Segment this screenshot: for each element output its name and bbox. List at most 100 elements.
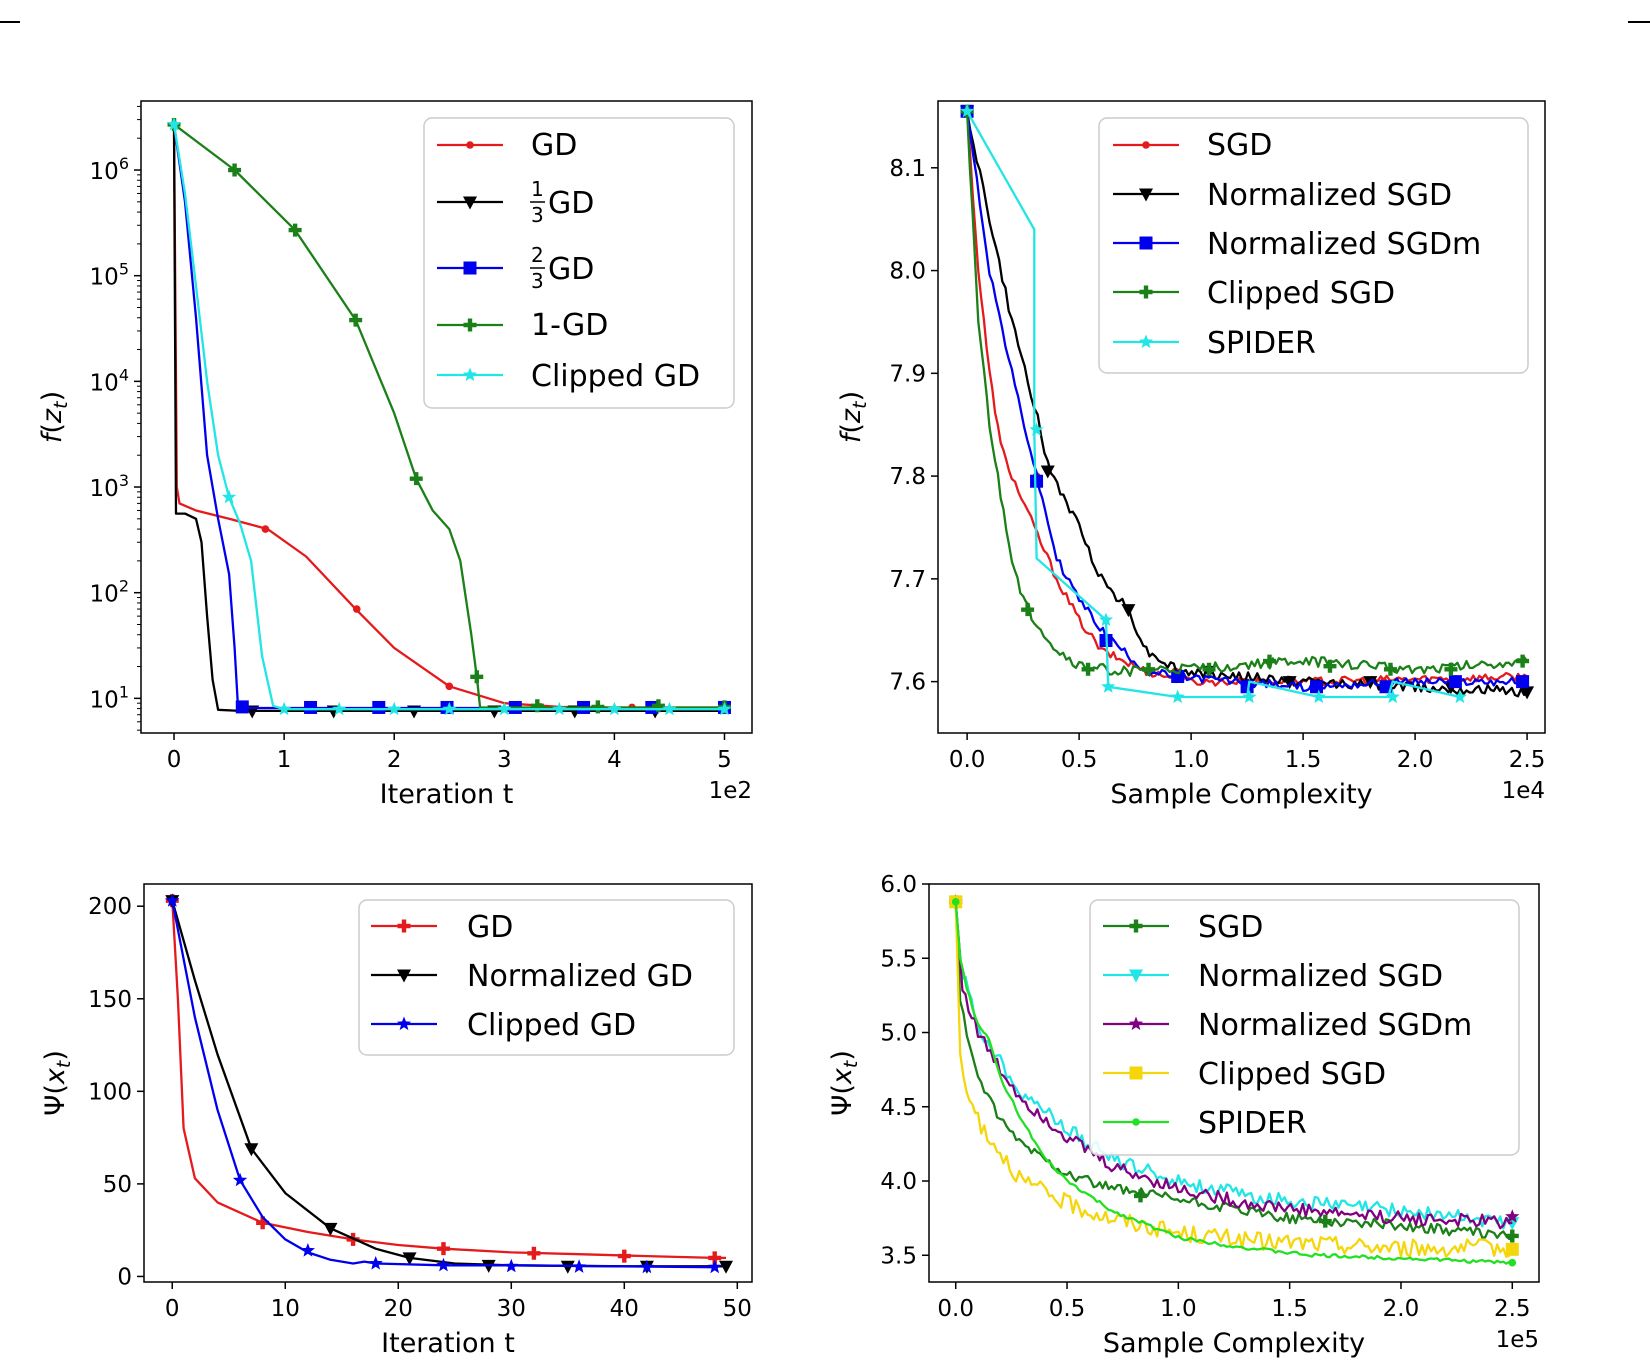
y-tick-label: 6.0	[880, 872, 917, 898]
legend-label-clipped-gd: Clipped GD	[467, 1008, 636, 1043]
series-line-gd	[172, 124, 725, 709]
legend-sample-normalized-sgd	[1103, 969, 1169, 983]
marker-sgd-1	[1133, 1189, 1147, 1203]
marker-clipped-gd-5	[442, 701, 457, 716]
y-tick-label: 150	[88, 987, 132, 1013]
marker-1-gd-3	[349, 313, 363, 327]
series-line-clipped-sgd	[954, 901, 1514, 1258]
y-tick-label: 103	[90, 471, 129, 502]
marker-clipped-gd-3	[332, 701, 347, 716]
legend-top-left: GD 1 3 GD 2 3 GD 1-GD Clipped GD	[423, 117, 735, 409]
y-tick-label: 7.7	[889, 567, 926, 593]
legend-label-spider: SPIDER	[1198, 1106, 1307, 1141]
x-tick-label: 20	[384, 1296, 413, 1322]
marker-clipped-gd-6	[572, 1259, 587, 1273]
series-line-spider	[954, 901, 1513, 1265]
x-axis-label: Sample Complexity	[1110, 779, 1372, 810]
legend-marker-1-gd	[463, 318, 477, 332]
x-tick-label: 2.0	[1397, 747, 1434, 773]
x-axis-scale-label: 1e4	[1502, 778, 1545, 804]
marker-clipped-gd-2	[277, 701, 292, 716]
x-tick-label: 10	[271, 1296, 300, 1322]
y-tick-label: 50	[103, 1172, 132, 1198]
y-tick-label: 8.0	[889, 259, 926, 285]
y-axis-label: f(zt)	[836, 391, 871, 443]
legend-label-two-thirds-gd: GD	[548, 252, 594, 287]
marker-gd-4	[527, 1246, 541, 1260]
svg-text:3: 3	[531, 269, 544, 293]
x-tick-label: 1	[277, 747, 292, 773]
x-axis-label: Iteration t	[381, 1328, 515, 1359]
marker-1-gd-7	[591, 700, 605, 714]
x-tick-label: 2.5	[1494, 1296, 1531, 1322]
marker-clipped-sgd-1	[1021, 603, 1035, 617]
marker-1-gd-5	[470, 670, 484, 684]
marker-clipped-gd-2	[300, 1243, 315, 1257]
legend-marker-sgd	[1129, 919, 1143, 933]
legend-marker-clipped-sgd	[1129, 1066, 1143, 1080]
svg-text:3: 3	[531, 203, 544, 227]
legend-marker-spider	[1132, 1118, 1140, 1126]
marker-normalized-gd-3	[402, 1252, 417, 1266]
legend-marker-sgd	[1142, 141, 1150, 149]
marker-normalized-gd-1	[244, 1143, 259, 1157]
marker-2-3gd-1	[304, 700, 318, 714]
y-tick-label: 4.0	[880, 1169, 917, 1195]
x-tick-label: 0	[167, 747, 182, 773]
marker-clipped-gd-4	[387, 701, 402, 716]
legend-bottom-left: GD Normalized GD Clipped GD	[358, 899, 735, 1056]
y-tick-label: 5.5	[880, 946, 917, 972]
marker-clipped-gd-1	[221, 489, 237, 504]
marker-normalized-sgd-7	[1520, 686, 1535, 700]
x-axis-label: Sample Complexity	[1103, 1328, 1365, 1359]
marker-gd-1	[261, 525, 270, 533]
x-tick-label: 2	[387, 747, 402, 773]
legend-marker-gd	[466, 141, 474, 149]
legend-marker-normalized-sgd	[1129, 969, 1143, 983]
marker-gd-3	[445, 682, 454, 691]
marker-1-gd-1	[228, 163, 242, 177]
marker-spider-7	[1385, 689, 1400, 704]
marker-spider-0	[951, 898, 960, 906]
y-axis-label: Ψ(xt)	[827, 1050, 862, 1116]
marker-gd-2	[352, 605, 361, 613]
x-tick-label: 0.5	[1061, 747, 1098, 773]
y-tick-label: 106	[90, 154, 129, 185]
marker-clipped-gd-5	[504, 1258, 519, 1273]
legend-sample-clipped-gd	[437, 367, 503, 382]
legend-marker-gd	[397, 919, 411, 933]
legend-label-clipped-sgd: Clipped SGD	[1198, 1057, 1386, 1092]
legend-label-spider: SPIDER	[1207, 326, 1316, 361]
marker-spider-0	[960, 103, 975, 118]
x-tick-label: 40	[610, 1296, 639, 1322]
marker-clipped-gd-10	[717, 701, 732, 716]
legend-sample-sgd	[1103, 919, 1169, 933]
marker-normalized-gd-7	[719, 1260, 734, 1274]
marker-2-3gd-0	[235, 700, 249, 714]
x-tick-label: 2.5	[1509, 747, 1546, 773]
x-axis-scale-label: 1e2	[709, 778, 752, 804]
series-layer-top-left	[166, 116, 732, 719]
y-tick-label: 7.9	[889, 361, 926, 387]
marker-clipped-sgd-4	[1202, 662, 1216, 676]
marker-2-3gd-2	[372, 700, 386, 714]
marker-clipped-gd-6	[497, 701, 512, 716]
legend-marker-2-3gd	[463, 261, 477, 275]
x-tick-label: 1.0	[1160, 1296, 1197, 1322]
legend-label-normalized-sgd: Normalized SGD	[1198, 959, 1443, 994]
plot-frame	[140, 100, 753, 734]
series-line-1-3gd	[172, 124, 725, 713]
series-line-clipped-sgd	[965, 111, 1529, 677]
legend-marker-normalized-sgd	[1139, 188, 1153, 202]
series-layer-bottom-right	[948, 894, 1520, 1267]
series-line-normalized-sgdm	[954, 901, 1513, 1230]
y-tick-label: 200	[88, 894, 132, 920]
marker-normalized-sgdm-5	[1310, 680, 1324, 694]
legend-marker-1-3gd	[463, 196, 477, 210]
x-tick-label: 0	[165, 1296, 180, 1322]
marker-clipped-gd-1	[232, 1172, 248, 1187]
chart-bottom-left: 0 10 20 30 40 50 0 50 100 150 200 Iteration t Ψ(xt…	[40, 883, 753, 1359]
legend-sample-normalized-sgd	[1113, 188, 1179, 202]
marker-clipped-gd-8	[607, 701, 622, 716]
y-tick-label: 7.8	[889, 464, 926, 490]
